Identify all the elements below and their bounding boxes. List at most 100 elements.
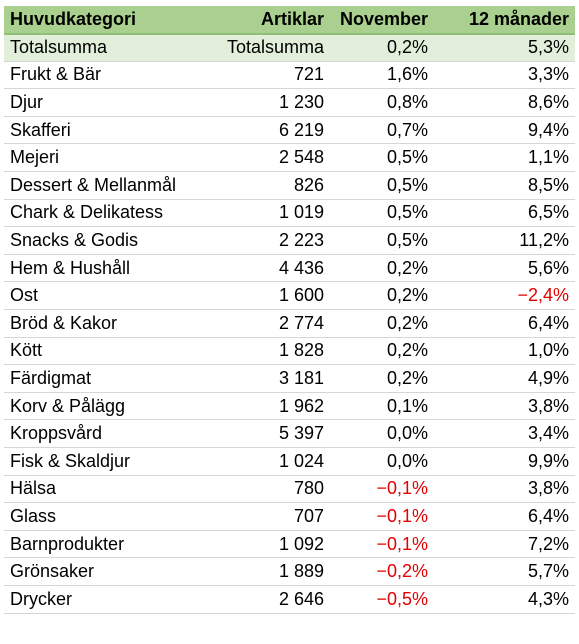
- table-row: Chark & Delikatess 1 019 0,5% 6,5%: [4, 199, 575, 228]
- category-cell: Hälsa: [4, 475, 204, 504]
- table-row: Djur 1 230 0,8% 8,6%: [4, 88, 575, 117]
- november-cell: −0,1%: [330, 475, 434, 504]
- category-cell: Snacks & Godis: [4, 226, 204, 255]
- category-cell: Ost: [4, 281, 204, 311]
- category-cell: Glass: [4, 502, 204, 531]
- header-november: November: [330, 6, 434, 35]
- articles-cell: 780: [204, 475, 330, 504]
- november-cell: 0,2%: [330, 337, 434, 366]
- articles-cell: 1 092: [204, 530, 330, 559]
- table-row: Ost 1 600 0,2% −2,4%: [4, 281, 575, 311]
- months12-cell: 5,6%: [434, 254, 575, 283]
- articles-cell: 1 889: [204, 557, 330, 586]
- total-november: 0,2%: [330, 33, 434, 62]
- total-name: Totalsumma: [4, 33, 204, 62]
- november-cell: −0,1%: [330, 530, 434, 559]
- november-cell: 0,5%: [330, 171, 434, 200]
- november-cell: 0,7%: [330, 116, 434, 145]
- table-row: Korv & Pålägg 1 962 0,1% 3,8%: [4, 392, 575, 421]
- category-cell: Korv & Pålägg: [4, 392, 204, 421]
- november-cell: 0,2%: [330, 254, 434, 283]
- articles-cell: 1 600: [204, 281, 330, 311]
- category-cell: Skafferi: [4, 116, 204, 145]
- november-cell: 0,5%: [330, 226, 434, 255]
- category-cell: Mejeri: [4, 143, 204, 173]
- november-cell: 0,2%: [330, 309, 434, 338]
- articles-cell: 826: [204, 171, 330, 200]
- months12-cell: 1,1%: [434, 143, 575, 173]
- table-row: Färdigmat 3 181 0,2% 4,9%: [4, 364, 575, 393]
- articles-cell: 4 436: [204, 254, 330, 283]
- months12-cell: 9,9%: [434, 447, 575, 476]
- articles-cell: 1 828: [204, 337, 330, 366]
- november-cell: 0,2%: [330, 364, 434, 393]
- articles-cell: 1 019: [204, 199, 330, 228]
- table-row: Bröd & Kakor 2 774 0,2% 6,4%: [4, 309, 575, 338]
- category-cell: Hem & Hushåll: [4, 254, 204, 283]
- november-cell: 0,5%: [330, 199, 434, 228]
- category-cell: Fisk & Skaldjur: [4, 447, 204, 476]
- table-row: Kroppsvård 5 397 0,0% 3,4%: [4, 419, 575, 448]
- months12-cell: 9,4%: [434, 116, 575, 145]
- header-category: Huvudkategori: [4, 6, 204, 35]
- months12-cell: 11,2%: [434, 226, 575, 255]
- november-cell: 0,0%: [330, 447, 434, 476]
- table-row: Barnprodukter 1 092 −0,1% 7,2%: [4, 530, 575, 559]
- articles-cell: 6 219: [204, 116, 330, 145]
- articles-cell: 2 774: [204, 309, 330, 338]
- header-articles: Artiklar: [204, 6, 330, 35]
- category-cell: Bröd & Kakor: [4, 309, 204, 338]
- november-cell: 0,8%: [330, 88, 434, 117]
- november-cell: 1,6%: [330, 61, 434, 90]
- november-cell: 0,5%: [330, 143, 434, 173]
- months12-cell: 7,2%: [434, 530, 575, 559]
- articles-cell: 1 230: [204, 88, 330, 117]
- november-cell: −0,1%: [330, 502, 434, 531]
- november-cell: −0,2%: [330, 557, 434, 586]
- table-row: Mejeri 2 548 0,5% 1,1%: [4, 143, 575, 173]
- table-row: Glass 707 −0,1% 6,4%: [4, 502, 575, 531]
- category-cell: Drycker: [4, 585, 204, 614]
- months12-cell: 5,7%: [434, 557, 575, 586]
- category-cell: Färdigmat: [4, 364, 204, 393]
- table-row: Grönsaker 1 889 −0,2% 5,7%: [4, 557, 575, 586]
- table-row: Hälsa 780 −0,1% 3,8%: [4, 475, 575, 504]
- months12-cell: 3,8%: [434, 392, 575, 421]
- category-cell: Dessert & Mellanmål: [4, 171, 204, 200]
- table-row: Skafferi 6 219 0,7% 9,4%: [4, 116, 575, 145]
- months12-cell: 3,3%: [434, 61, 575, 90]
- table-row: Fisk & Skaldjur 1 024 0,0% 9,9%: [4, 447, 575, 476]
- category-cell: Kroppsvård: [4, 419, 204, 448]
- articles-cell: 2 646: [204, 585, 330, 614]
- november-cell: 0,1%: [330, 392, 434, 421]
- category-cell: Grönsaker: [4, 557, 204, 586]
- months12-cell: 1,0%: [434, 337, 575, 366]
- articles-cell: 2 548: [204, 143, 330, 173]
- total-row: Totalsumma Totalsumma 0,2% 5,3%: [4, 33, 575, 62]
- articles-cell: 1 962: [204, 392, 330, 421]
- header-row: Huvudkategori Artiklar November 12 månad…: [4, 6, 575, 35]
- table-row: Drycker 2 646 −0,5% 4,3%: [4, 585, 575, 614]
- november-cell: −0,5%: [330, 585, 434, 614]
- table-row: Dessert & Mellanmål 826 0,5% 8,5%: [4, 171, 575, 200]
- category-cell: Kött: [4, 337, 204, 366]
- months12-cell: 3,8%: [434, 475, 575, 504]
- articles-cell: 3 181: [204, 364, 330, 393]
- months12-cell: 6,5%: [434, 199, 575, 228]
- articles-cell: 2 223: [204, 226, 330, 255]
- total-12-months: 5,3%: [434, 33, 575, 62]
- table-row: Snacks & Godis 2 223 0,5% 11,2%: [4, 226, 575, 255]
- category-cell: Djur: [4, 88, 204, 117]
- category-cell: Barnprodukter: [4, 530, 204, 559]
- category-cell: Chark & Delikatess: [4, 199, 204, 228]
- months12-cell: 4,9%: [434, 364, 575, 393]
- months12-cell: 8,5%: [434, 171, 575, 200]
- months12-cell: 8,6%: [434, 88, 575, 117]
- november-cell: 0,0%: [330, 419, 434, 448]
- months12-cell: 4,3%: [434, 585, 575, 614]
- november-cell: 0,2%: [330, 281, 434, 311]
- total-articles: Totalsumma: [204, 33, 330, 62]
- articles-cell: 707: [204, 502, 330, 531]
- months12-cell: 6,4%: [434, 309, 575, 338]
- months12-cell: −2,4%: [434, 281, 575, 311]
